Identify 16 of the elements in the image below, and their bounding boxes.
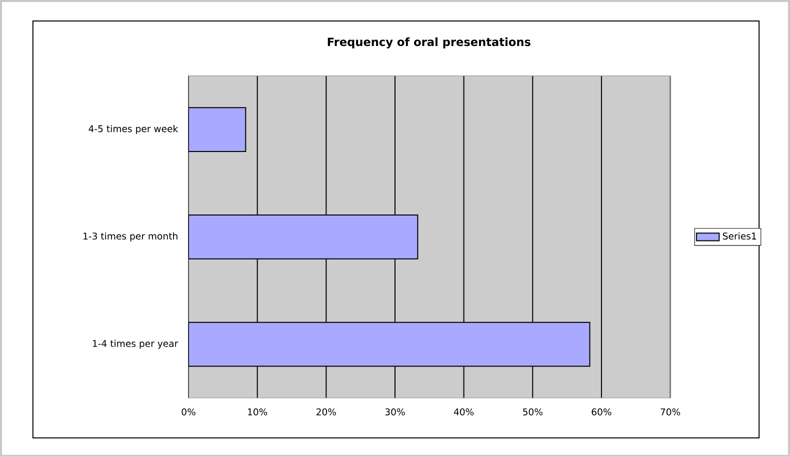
- x-tick-label: 40%: [454, 408, 474, 416]
- y-tick-label: 4-5 times per week: [88, 125, 178, 134]
- y-tick-label: 1-4 times per year: [92, 340, 178, 349]
- legend-label: Series1: [722, 232, 756, 240]
- y-tick-label: 1-3 times per month: [84, 232, 178, 242]
- bar: [188, 322, 590, 367]
- x-tick-label: 60%: [592, 408, 612, 416]
- x-tick-label: 10%: [248, 408, 268, 416]
- x-tick-label: 50%: [523, 408, 542, 416]
- chart-title: Frequency of oral presentations: [328, 37, 530, 48]
- x-tick-label: 0%: [182, 408, 196, 416]
- bar: [188, 214, 418, 260]
- x-tick-label: 20%: [316, 408, 336, 416]
- bar: [188, 107, 246, 152]
- x-tick-label: 30%: [385, 408, 405, 416]
- x-tick-label: 70%: [660, 408, 680, 416]
